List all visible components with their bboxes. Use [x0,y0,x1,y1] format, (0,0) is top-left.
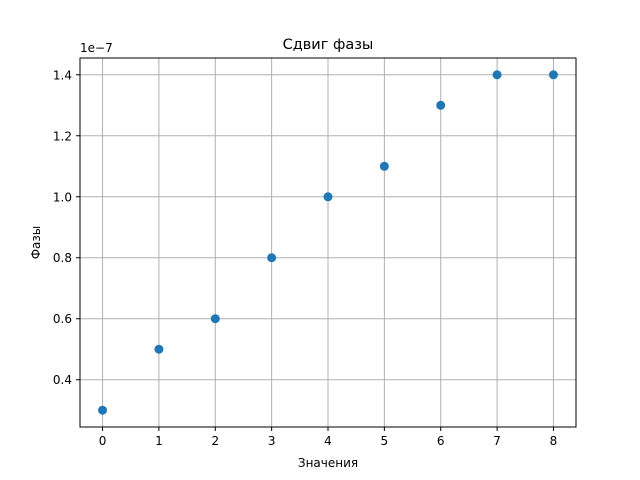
data-point [436,100,446,110]
x-tick-label: 2 [211,434,219,448]
data-point [154,344,164,354]
y-axis-label: Фазы [29,226,43,260]
x-tick-label: 8 [550,434,558,448]
data-point [98,405,108,415]
data-point [492,70,502,80]
y-tick-label: 0.6 [53,312,72,326]
data-point [210,314,220,324]
y-tick-label: 1.4 [53,68,72,82]
x-tick-label: 6 [437,434,445,448]
y-tick-label: 0.8 [53,251,72,265]
grid [80,58,576,427]
x-tick-label: 5 [381,434,389,448]
x-axis-label: Значения [298,456,358,470]
x-tick-label: 4 [324,434,332,448]
y-tick-label: 1.2 [53,129,72,143]
axis-ticks: 0 1 2 3 4 5 6 7 8 0.4 0.6 0.8 1.0 1.2 1.4 [53,68,557,448]
y-tick-label: 1.0 [53,190,72,204]
x-tick-label: 0 [99,434,107,448]
data-point [267,253,277,263]
y-tick-label: 0.4 [53,373,72,387]
data-points [98,70,558,415]
data-point [379,161,389,171]
data-point [323,192,333,202]
chart-title: Сдвиг фазы [283,37,374,53]
x-tick-label: 3 [268,434,276,448]
x-tick-label: 7 [493,434,501,448]
data-point [548,70,558,80]
y-offset-label: 1e−7 [80,41,113,55]
x-tick-label: 1 [155,434,163,448]
